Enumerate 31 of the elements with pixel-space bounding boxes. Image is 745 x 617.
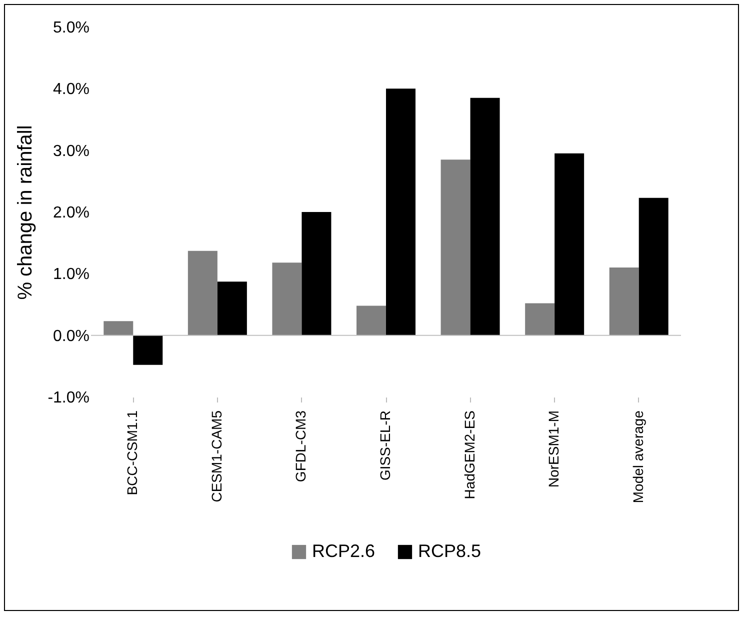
y-tick-label: 2.0% — [53, 204, 90, 222]
bar — [302, 212, 332, 336]
y-tick-label: 1.0% — [53, 266, 90, 284]
legend-label: RCP8.5 — [418, 541, 482, 561]
bar — [356, 306, 386, 336]
bar — [525, 303, 555, 336]
y-tick-label: 0.0% — [53, 328, 90, 345]
bar — [470, 98, 500, 336]
bar — [440, 160, 470, 336]
bar — [217, 282, 247, 336]
x-tick-label: GFDL-CM3 — [292, 410, 309, 482]
x-tick-label: BCC-CSM1.1 — [124, 410, 140, 496]
bar — [638, 198, 668, 336]
bar — [554, 153, 584, 336]
bar — [133, 335, 163, 365]
x-tick-label: Model average — [630, 410, 646, 504]
y-axis-title: % change in rainfall — [14, 125, 37, 300]
x-tick-label: GISS-EL-R — [377, 410, 393, 481]
y-tick-label: 5.0% — [53, 20, 90, 36]
x-tick-label: NorESM1-M — [546, 410, 562, 488]
x-tick-label: CESM1-CAM5 — [208, 410, 224, 502]
bar — [386, 88, 416, 336]
y-tick-label: 4.0% — [53, 81, 90, 98]
bar — [188, 250, 218, 336]
legend-label: RCP2.6 — [312, 541, 376, 561]
y-tick-label: -1.0% — [48, 390, 90, 406]
bar — [609, 268, 639, 336]
x-tick-label: HadGEM2-ES — [461, 410, 478, 500]
bar — [272, 262, 302, 336]
bar — [104, 321, 134, 336]
y-tick-label: 3.0% — [53, 142, 90, 160]
